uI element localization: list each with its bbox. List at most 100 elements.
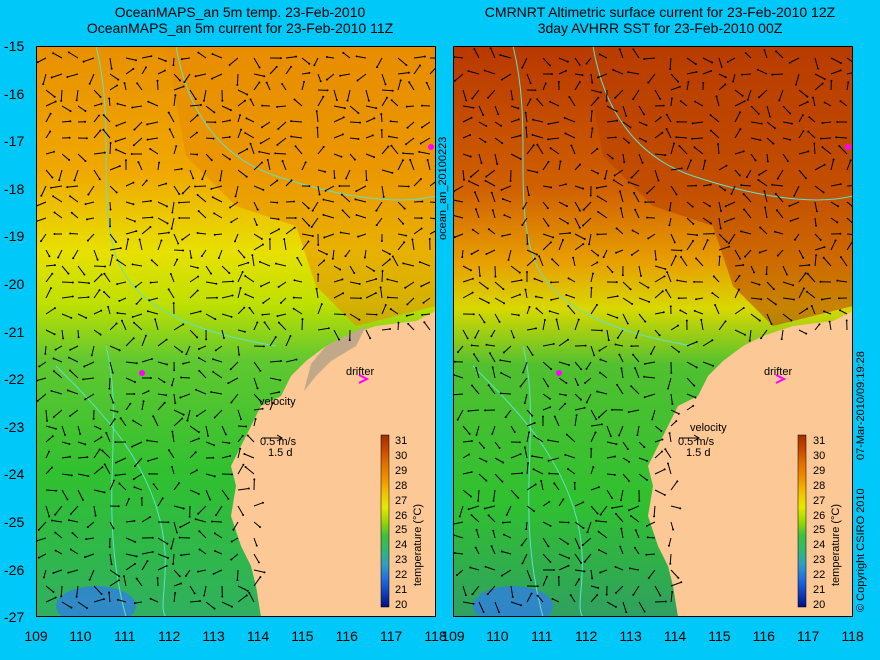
current-vector-head	[354, 198, 357, 201]
current-vector	[670, 521, 674, 530]
current-vector	[586, 57, 592, 64]
current-vector	[205, 489, 211, 500]
current-vector-head	[247, 487, 250, 490]
current-vector	[492, 530, 496, 539]
current-vector	[510, 489, 519, 499]
current-vector	[70, 549, 79, 555]
current-vector	[475, 425, 480, 436]
current-vector	[574, 185, 584, 190]
current-vector	[317, 73, 322, 82]
current-vector	[173, 73, 181, 81]
current-vector-head	[52, 195, 55, 198]
current-vector-head	[90, 354, 93, 357]
current-vector-head	[628, 567, 631, 570]
current-vector-head	[66, 389, 69, 392]
current-vector-head	[135, 59, 138, 62]
current-vector-head	[816, 67, 819, 70]
current-vector-head	[658, 334, 661, 337]
current-vector-head	[645, 553, 648, 556]
current-vector	[123, 576, 127, 587]
current-vector	[811, 305, 816, 315]
current-vector-head	[597, 96, 600, 99]
current-vector-head	[693, 309, 696, 312]
current-vector-head	[590, 447, 593, 450]
current-vector	[365, 169, 368, 181]
current-vector-head	[746, 98, 749, 101]
current-vector-head	[213, 444, 216, 447]
current-vector	[316, 111, 319, 123]
current-vector-head	[98, 289, 101, 292]
current-vector	[638, 457, 648, 462]
current-vector-head	[499, 124, 502, 127]
current-vector	[612, 505, 624, 509]
current-vector-head	[353, 272, 356, 275]
current-vector	[211, 185, 223, 190]
current-vector	[750, 153, 756, 161]
current-vector	[77, 601, 88, 609]
current-vector-head	[373, 269, 376, 272]
current-vector-head	[839, 309, 842, 312]
current-vector-head	[839, 100, 842, 103]
current-vector-head	[86, 239, 89, 242]
current-vector-head	[198, 530, 201, 533]
current-vector-head	[527, 194, 530, 197]
current-vector	[355, 198, 367, 203]
current-vector	[590, 432, 596, 443]
current-vector-head	[615, 443, 618, 446]
current-vector-head	[221, 99, 224, 102]
current-vector-head	[576, 384, 579, 387]
current-vector	[628, 505, 640, 511]
current-vector	[237, 169, 248, 178]
current-vector	[61, 329, 64, 339]
current-vector	[453, 393, 464, 396]
current-vector	[253, 408, 263, 411]
current-vector	[419, 151, 431, 155]
current-vector-head	[70, 211, 73, 214]
longitude-tick: 109	[441, 628, 465, 644]
current-vector	[365, 278, 377, 283]
current-vector	[237, 249, 245, 258]
current-vector	[93, 115, 100, 123]
current-vector-head	[709, 114, 712, 117]
current-vector	[285, 358, 297, 363]
current-vector	[734, 100, 745, 107]
current-vector	[654, 489, 666, 496]
current-vector	[614, 169, 624, 176]
current-vector	[558, 232, 570, 235]
current-vector	[317, 169, 326, 173]
current-vector-head	[668, 432, 671, 435]
current-vector	[606, 265, 613, 273]
current-vector	[777, 169, 784, 179]
current-vector-head	[261, 126, 264, 129]
current-vector	[253, 244, 264, 251]
current-vector-head	[84, 120, 87, 123]
current-vector-head	[249, 98, 252, 101]
current-vector-head	[242, 463, 245, 466]
longitude-tick: 115	[291, 628, 314, 644]
current-vector	[734, 289, 740, 299]
current-vector-head	[403, 241, 406, 244]
current-vector	[622, 457, 630, 463]
current-vector	[356, 55, 367, 59]
current-vector	[603, 249, 608, 258]
current-vector	[830, 57, 842, 64]
current-vector	[615, 566, 624, 571]
current-vector	[830, 240, 837, 251]
current-vector	[478, 473, 487, 482]
current-vector-head	[229, 109, 232, 112]
current-vector	[189, 329, 198, 338]
current-vector	[84, 361, 95, 367]
current-vector	[93, 169, 101, 180]
current-vector	[809, 116, 816, 123]
current-vector	[542, 377, 549, 387]
current-vector-head	[704, 159, 707, 162]
drifter-legend-symbol	[775, 374, 787, 384]
current-vector-head	[490, 545, 493, 548]
current-vector-head	[343, 107, 346, 110]
current-vector	[462, 278, 473, 283]
current-vector	[253, 201, 259, 210]
current-vector-head	[375, 209, 378, 212]
current-vector-head	[491, 432, 494, 435]
right-title-line1: CMRNRT Altimetric surface current for 23…	[484, 4, 836, 20]
current-vector-head	[669, 562, 672, 565]
